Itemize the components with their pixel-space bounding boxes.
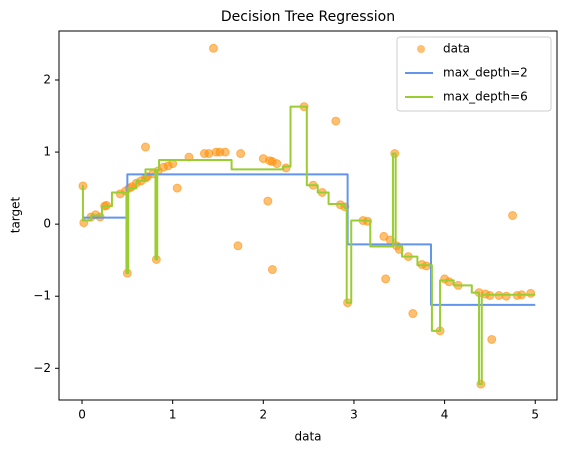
x-axis-label: data (294, 430, 321, 444)
data-point (381, 274, 391, 284)
data-point (526, 288, 536, 298)
x-tick-label: 1 (169, 408, 177, 422)
data-point (220, 147, 230, 157)
x-tick-label: 5 (531, 408, 539, 422)
data-point (508, 211, 518, 220)
x-tick-label: 0 (78, 408, 86, 422)
legend-box (396, 36, 552, 112)
x-tick-label: 3 (350, 408, 358, 422)
x-tick-label: 4 (441, 408, 449, 422)
data-point (140, 142, 150, 152)
y-tick-label: −1 (33, 289, 51, 303)
data-point (444, 277, 454, 287)
data-point (272, 159, 282, 169)
data-point (408, 309, 418, 319)
y-axis-label: target (9, 196, 23, 233)
y-tick-label: 0 (43, 217, 51, 231)
chart-title: Decision Tree Regression (221, 9, 395, 25)
plot-frame (58, 30, 558, 401)
legend-label: max_depth=6 (443, 90, 528, 104)
y-tick-label: 2 (43, 73, 51, 87)
data-point (233, 241, 243, 251)
y-tick-label: −2 (33, 361, 51, 375)
legend-label: data (443, 42, 470, 56)
data-point (208, 43, 218, 53)
data-point (204, 149, 214, 159)
data-point (172, 183, 182, 193)
data-point (331, 116, 341, 126)
data-point (267, 265, 277, 275)
data-point (263, 196, 273, 206)
data-point (501, 291, 511, 301)
data-point (236, 149, 246, 159)
data-point (487, 334, 497, 344)
legend-label: max_depth=2 (443, 66, 528, 80)
step-line (81, 105, 536, 386)
x-tick-label: 2 (259, 408, 267, 422)
legend-marker (417, 45, 425, 53)
y-tick-label: 1 (43, 145, 51, 159)
